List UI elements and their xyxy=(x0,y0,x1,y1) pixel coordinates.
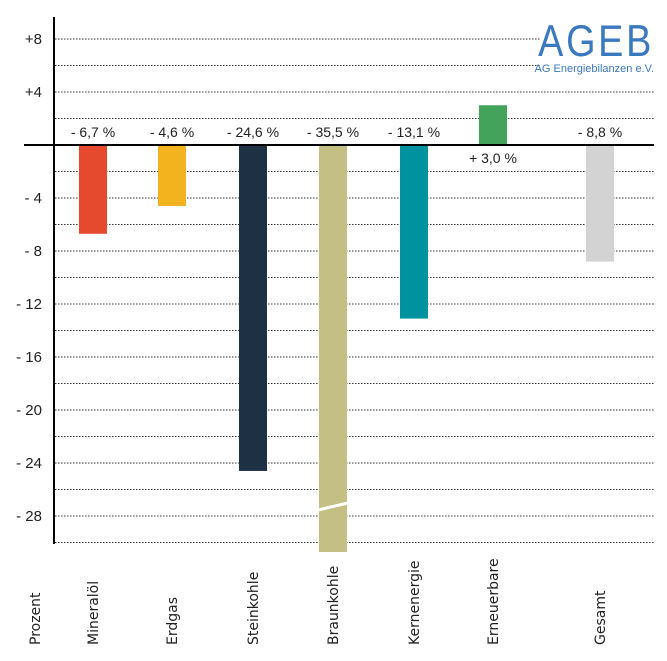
category-label: Braunkohle xyxy=(326,566,342,645)
category-labels: Mineralöl Erdgas Steinkohle Braunkohle Kerne… xyxy=(86,558,609,645)
bar-erneuerbare xyxy=(479,105,507,145)
category-label: Mineralöl xyxy=(86,581,102,645)
y-tick-label: - 20 xyxy=(16,402,42,419)
y-tick-label: +8 xyxy=(25,31,42,48)
category-label: Steinkohle xyxy=(246,572,262,645)
data-label: - 6,7 % xyxy=(71,124,115,140)
y-tick-label: - 8 xyxy=(24,243,42,260)
bar-mineralöl xyxy=(79,145,107,234)
logo-subtitle: AG Energiebilanzen e.V. xyxy=(535,63,654,75)
data-label: - 35,5 % xyxy=(307,124,359,140)
gridlines xyxy=(55,38,654,543)
bar-braunkohle xyxy=(319,145,347,552)
data-label: - 4,6 % xyxy=(150,124,194,140)
bars xyxy=(79,105,614,552)
y-axis-label: Prozent xyxy=(28,592,44,645)
category-label: Erneuerbare xyxy=(486,558,502,645)
axis-break-mark xyxy=(317,501,349,512)
logo-text: AGEB xyxy=(538,16,654,65)
y-tick-label: - 24 xyxy=(16,455,42,472)
y-tick-label: +4 xyxy=(25,84,42,101)
data-label: + 3,0 % xyxy=(469,150,517,166)
y-tick-label: - 12 xyxy=(16,296,42,313)
y-tick-label: - 16 xyxy=(16,349,42,366)
category-label: Gesamt xyxy=(593,590,609,645)
data-label: - 24,6 % xyxy=(227,124,279,140)
data-labels: - 6,7 % - 4,6 % - 24,6 % - 35,5 % - 13,1 % + … xyxy=(71,124,622,166)
data-label: - 8,8 % xyxy=(578,124,622,140)
category-label: Erdgas xyxy=(165,597,181,645)
y-tick-label: - 28 xyxy=(16,508,42,525)
bar-erdgas xyxy=(158,145,186,206)
bar-steinkohle xyxy=(239,145,267,471)
y-tick-labels: +8 +4 - 4 - 8 - 12 - 16 - 20 - 24 - 28 xyxy=(16,31,42,525)
bar-gesamt xyxy=(586,145,614,262)
category-label: Kernenergie xyxy=(407,561,423,645)
data-label: - 13,1 % xyxy=(388,124,440,140)
bar-kernenergie xyxy=(400,145,428,319)
y-tick-label: - 4 xyxy=(24,190,42,207)
ageb-logo: AGEB AG Energiebilanzen e.V. xyxy=(535,16,654,75)
